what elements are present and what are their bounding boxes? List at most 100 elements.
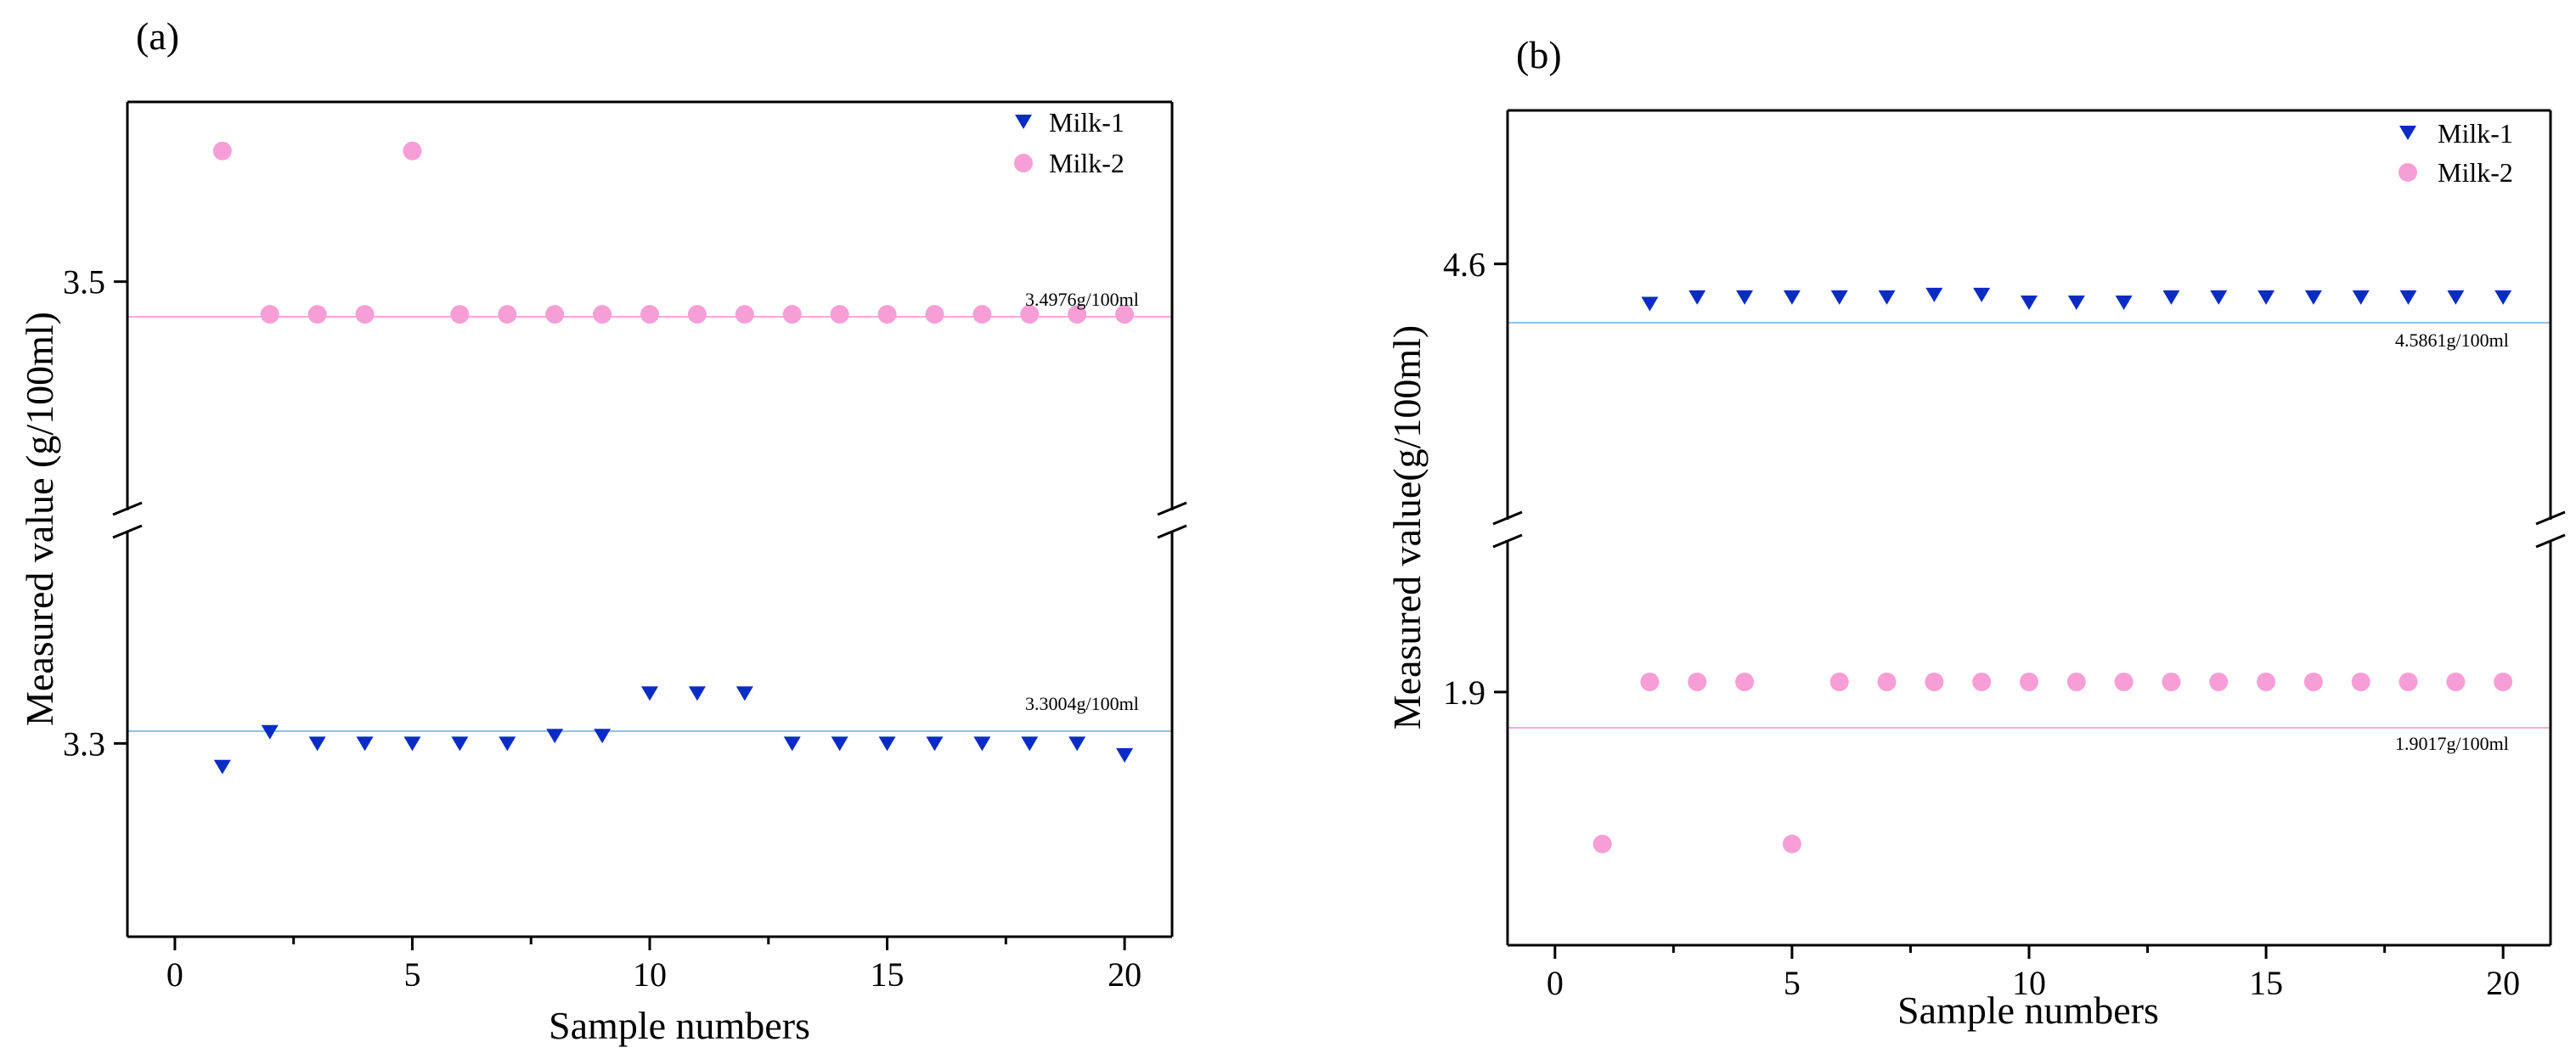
panel-a-point-milk-1-sample-11 xyxy=(688,686,706,701)
panel-a-point-milk-2-sample-8 xyxy=(545,305,565,324)
panel-b-point-milk-1-sample-15 xyxy=(2258,290,2275,305)
panel-a-data-points xyxy=(212,141,1135,775)
panel-b-point-milk-1-sample-12 xyxy=(2115,295,2133,310)
panel-a-point-milk-2-sample-9 xyxy=(593,305,612,324)
panel-b-point-milk-1-sample-9 xyxy=(1973,287,1991,302)
panel-a-legend: Milk-1 Milk-2 xyxy=(1014,107,1125,178)
panel-a-break-mark-left-upper xyxy=(112,501,143,516)
panel-a-point-milk-1-sample-7 xyxy=(499,736,516,752)
panel-b-legend: Milk-1 Milk-2 xyxy=(2398,118,2513,188)
panel-b-point-milk-1-sample-7 xyxy=(1878,290,1896,305)
panel-b-point-milk-1-sample-2 xyxy=(1641,296,1659,312)
panel-a-point-milk-2-sample-4 xyxy=(355,305,375,324)
panel-b-point-milk-2-sample-15 xyxy=(2257,672,2276,691)
panel-a-point-milk-1-sample-3 xyxy=(308,736,326,752)
panel-b-point-milk-1-sample-17 xyxy=(2352,290,2370,305)
panel-b-point-milk-2-sample-6 xyxy=(1829,672,1849,691)
panel-b-x-tick-label: 5 xyxy=(1784,964,1801,1002)
panel-a-point-milk-1-sample-12 xyxy=(736,686,753,701)
panel-a-axis-break-marks xyxy=(112,501,1187,539)
panel-a-point-milk-1-sample-17 xyxy=(973,736,991,752)
panel-a-point-milk-1-sample-4 xyxy=(356,736,374,752)
panel-b-data-points xyxy=(1592,287,2513,853)
panel-a-break-mark-right-lower xyxy=(1157,524,1187,539)
panel-b-point-milk-1-sample-10 xyxy=(2021,295,2038,310)
panel-a-x-tick-label: 10 xyxy=(633,955,667,994)
panel-b-point-milk-1-sample-19 xyxy=(2447,290,2465,305)
panel-a-point-milk-2-sample-13 xyxy=(782,305,802,324)
panel-a-point-milk-2-sample-16 xyxy=(925,305,944,324)
panel-b-break-mark-left-upper xyxy=(1492,510,1523,526)
chart-panel-b: (b) 0 5 10 15 20 4.6 1.9 4.5861g/100ml 1.9017… xyxy=(1385,33,2566,1032)
panel-a-x-axis-title: Sample numbers xyxy=(549,1004,810,1047)
panel-b-point-milk-2-sample-3 xyxy=(1688,672,1707,691)
panel-a-point-milk-1-sample-6 xyxy=(451,736,469,752)
panel-b-point-milk-1-sample-13 xyxy=(2162,290,2180,305)
panel-b-point-milk-2-sample-11 xyxy=(2066,672,2086,691)
panel-a-point-milk-2-sample-3 xyxy=(307,305,327,324)
panel-b-x-axis-title: Sample numbers xyxy=(1897,989,2159,1032)
panel-b-point-milk-1-sample-16 xyxy=(2304,290,2322,305)
panel-b-point-milk-2-sample-16 xyxy=(2303,672,2323,691)
panel-b-point-milk-2-sample-4 xyxy=(1735,672,1755,691)
panel-a-y-axis-title: Measured value (g/100ml) xyxy=(18,312,61,726)
panel-b-point-milk-2-sample-5 xyxy=(1782,834,1801,853)
panel-b-point-milk-2-sample-7 xyxy=(1877,672,1897,691)
panel-a-point-milk-1-sample-20 xyxy=(1116,748,1134,763)
panel-b-reference-label-milk-1: 4.5861g/100ml xyxy=(2395,330,2509,351)
panel-a-x-ticks: 0 5 10 15 20 xyxy=(166,937,1141,994)
panel-b-x-tick-label: 20 xyxy=(2486,964,2520,1002)
panel-a-point-milk-2-sample-5 xyxy=(403,141,422,161)
panel-b-legend-label-milk-2: Milk-2 xyxy=(2438,157,2513,188)
panel-b-point-milk-1-sample-5 xyxy=(1783,290,1801,305)
panel-a-x-tick-label: 5 xyxy=(403,955,420,994)
panel-b-point-milk-2-sample-19 xyxy=(2446,672,2466,691)
panel-b-x-tick-label: 10 xyxy=(2012,964,2046,1002)
panel-b-y-ticks: 4.6 1.9 xyxy=(1443,245,1508,712)
panel-a-reference-label-milk-1: 3.3004g/100ml xyxy=(1025,693,1139,714)
panel-a-point-milk-2-sample-7 xyxy=(498,305,517,324)
panel-b-point-milk-1-sample-4 xyxy=(1736,290,1754,305)
panel-a-point-milk-1-sample-13 xyxy=(783,736,801,752)
panel-a-point-milk-1-sample-14 xyxy=(831,736,848,752)
panel-a-legend-label-milk-1: Milk-1 xyxy=(1049,107,1125,138)
panel-a-point-milk-2-sample-6 xyxy=(450,305,470,324)
panel-a-reference-label-milk-2: 3.4976g/100ml xyxy=(1025,289,1139,310)
panel-a-point-milk-2-sample-10 xyxy=(640,305,659,324)
panel-b-point-milk-2-sample-20 xyxy=(2494,672,2513,691)
panel-a-y-upper-tick-label: 3.5 xyxy=(63,263,105,301)
panel-a-legend-marker-milk-1 xyxy=(1015,115,1032,129)
panel-b-point-milk-1-sample-14 xyxy=(2210,290,2228,305)
panel-b-reference-lines xyxy=(1508,322,2551,729)
panel-b-legend-marker-milk-2 xyxy=(2398,163,2417,182)
panel-a-x-tick-label: 20 xyxy=(1108,955,1141,994)
panel-a-point-milk-1-sample-15 xyxy=(878,736,896,752)
panel-a-point-milk-2-sample-14 xyxy=(830,305,849,324)
panel-b-point-milk-1-sample-8 xyxy=(1925,287,1943,302)
panel-b-y-axis-title: Measured value(g/100ml) xyxy=(1385,325,1429,729)
panel-a-point-milk-2-sample-20 xyxy=(1115,305,1135,324)
panel-a-point-milk-1-sample-10 xyxy=(641,686,658,701)
panel-a-point-milk-1-sample-16 xyxy=(926,736,944,752)
panel-a-point-milk-1-sample-19 xyxy=(1068,736,1086,752)
panel-b-reference-label-milk-2: 1.9017g/100ml xyxy=(2395,733,2509,754)
panel-a-point-milk-2-sample-19 xyxy=(1068,305,1087,324)
panel-a-x-tick-label: 15 xyxy=(871,955,905,994)
panel-b-x-tick-label: 0 xyxy=(1547,964,1564,1002)
panel-a-x-tick-label: 0 xyxy=(166,955,183,994)
panel-b-point-milk-2-sample-13 xyxy=(2162,672,2181,691)
panel-a-point-milk-1-sample-2 xyxy=(261,724,279,740)
panel-a-point-milk-2-sample-1 xyxy=(212,141,232,161)
panel-a-point-milk-2-sample-18 xyxy=(1020,305,1040,324)
panel-a-break-mark-right-upper xyxy=(1157,501,1187,516)
panel-a-legend-label-milk-2: Milk-2 xyxy=(1049,148,1125,178)
panel-b-break-mark-right-upper xyxy=(2535,510,2566,526)
panel-a-point-milk-1-sample-8 xyxy=(546,729,564,744)
panel-b-point-milk-2-sample-17 xyxy=(2351,672,2370,691)
panel-b-point-milk-2-sample-8 xyxy=(1925,672,1944,691)
panel-b-x-tick-label: 15 xyxy=(2249,964,2283,1002)
panel-b-break-mark-right-lower xyxy=(2535,533,2566,549)
panel-a-point-milk-1-sample-1 xyxy=(213,759,231,775)
panel-b-axis-break-marks xyxy=(1492,510,2566,549)
panel-b-legend-marker-milk-1 xyxy=(2399,126,2416,140)
